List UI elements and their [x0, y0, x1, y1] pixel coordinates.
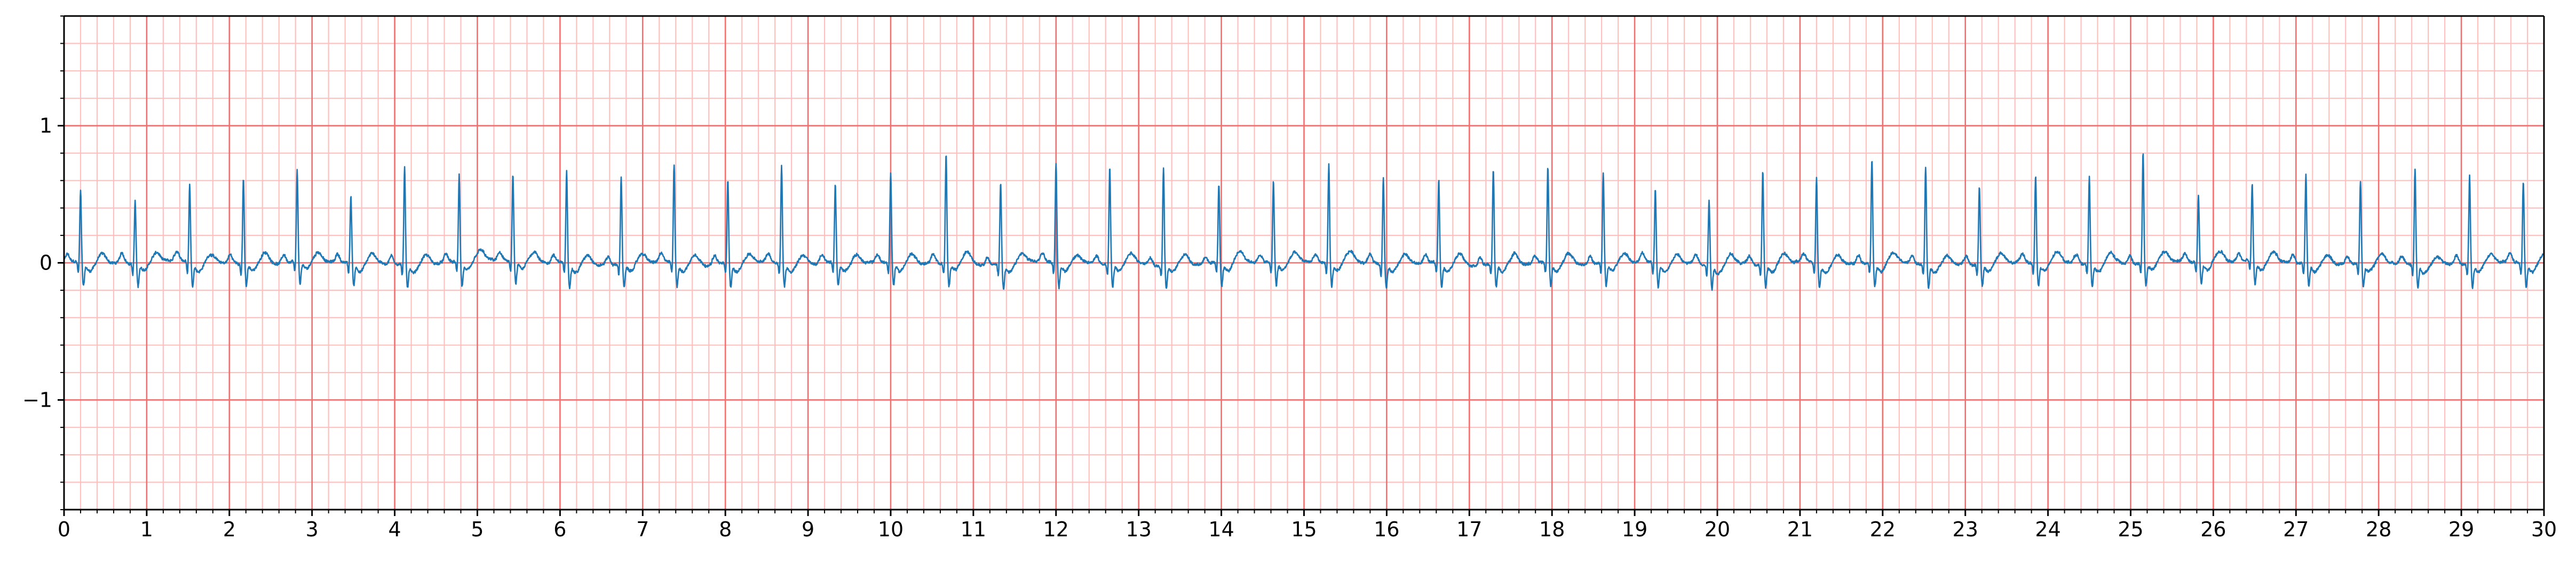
y-tick-label: −1	[22, 388, 52, 411]
x-tick-label: 23	[1953, 518, 1978, 541]
x-tick-label: 11	[961, 518, 986, 541]
x-tick-label: 14	[1208, 518, 1234, 541]
x-tick-label: 10	[878, 518, 903, 541]
x-tick-label: 26	[2200, 518, 2226, 541]
y-tick-label: 1	[39, 114, 52, 138]
x-tick-label: 9	[802, 518, 814, 541]
x-tick-label: 29	[2448, 518, 2474, 541]
x-tick-label: 25	[2118, 518, 2143, 541]
x-axis-ticks: 0 1 2 3 4 5 6 7 8 9 10 11 12 13 14 15 16 17 18 19 20 21 22 23 24…	[58, 510, 2557, 541]
x-tick-label: 4	[389, 518, 401, 541]
x-tick-label: 17	[1456, 518, 1482, 541]
x-tick-label: 21	[1787, 518, 1813, 541]
x-tick-label: 27	[2283, 518, 2309, 541]
x-tick-label: 28	[2366, 518, 2391, 541]
x-tick-label: 3	[306, 518, 319, 541]
x-tick-label: 19	[1622, 518, 1647, 541]
x-tick-label: 24	[2035, 518, 2060, 541]
x-tick-label: 20	[1705, 518, 1730, 541]
x-tick-label: 18	[1539, 518, 1565, 541]
x-tick-label: 2	[223, 518, 236, 541]
y-axis-ticks: 1 0 −1	[22, 15, 64, 510]
x-tick-label: 7	[636, 518, 649, 541]
x-tick-label: 8	[719, 518, 732, 541]
x-tick-label: 1	[140, 518, 153, 541]
x-tick-label: 13	[1126, 518, 1152, 541]
x-tick-label: 12	[1043, 518, 1069, 541]
x-tick-label: 15	[1291, 518, 1317, 541]
ecg-trace	[63, 153, 2545, 291]
x-tick-label: 30	[2531, 518, 2557, 541]
x-tick-label: 0	[58, 518, 70, 541]
x-tick-label: 22	[1870, 518, 1896, 541]
ecg-trace-layer	[63, 153, 2545, 291]
y-tick-label: 0	[39, 251, 52, 275]
x-tick-label: 6	[553, 518, 566, 541]
x-tick-label: 5	[471, 518, 484, 541]
major-grid	[63, 16, 2545, 510]
x-tick-label: 16	[1374, 518, 1399, 541]
